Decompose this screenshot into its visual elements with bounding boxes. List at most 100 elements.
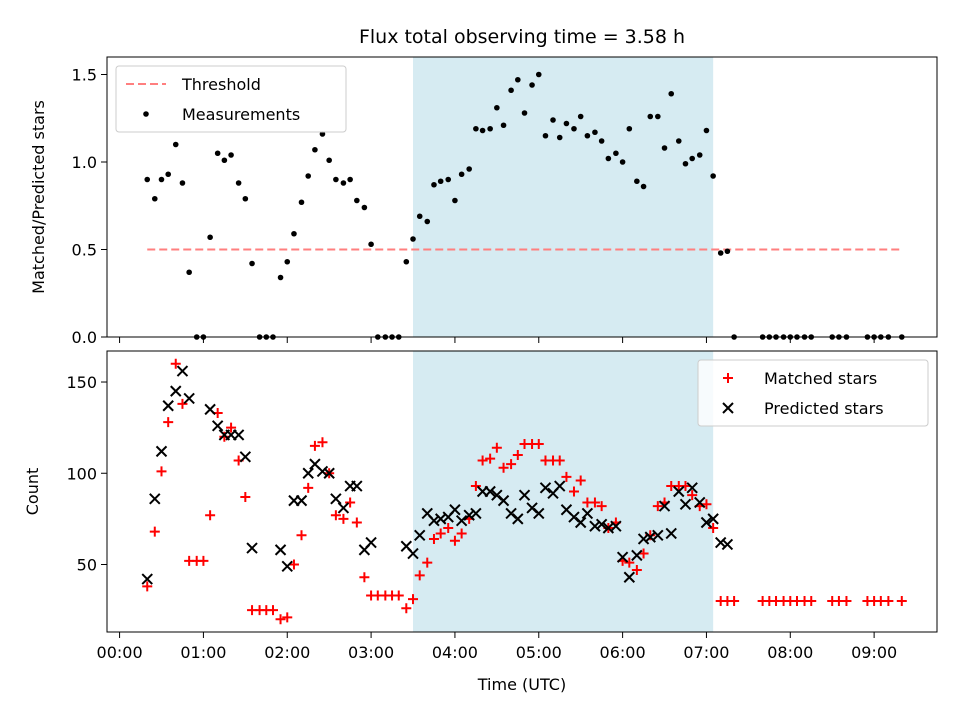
series-0-0-point-83 <box>724 248 731 255</box>
series-0-0-point-40 <box>424 218 431 225</box>
series-0-0-point-19 <box>277 274 284 281</box>
series-1-0-point-64 <box>589 497 600 508</box>
series-1-0-point-31 <box>359 572 370 583</box>
series-1-1-point-12 <box>239 451 252 463</box>
series-1-0-point-61 <box>568 486 579 497</box>
series-1-0-point-50 <box>491 442 502 453</box>
series-0-0-point-23 <box>305 173 312 179</box>
series-1-1-point-61 <box>631 549 643 562</box>
series-1-0-point-18 <box>268 605 278 616</box>
series-1-0-point-0 <box>142 581 153 592</box>
series-1-1-point-45 <box>518 489 531 501</box>
series-1-0-point-3 <box>163 417 174 428</box>
series-1-1-point-17 <box>295 494 308 507</box>
series-0-0-point-6 <box>186 269 192 276</box>
series-0-0-point-31 <box>361 204 368 211</box>
series-1-0-point-78 <box>687 490 698 501</box>
observing-window-highlight <box>413 57 714 337</box>
ratio-legend: Threshold Measurements <box>115 65 347 133</box>
series-1-0-point-62 <box>575 475 586 486</box>
series-0-0-point-70 <box>634 178 640 185</box>
series-1-1-point-62 <box>637 533 650 545</box>
series-1-0-point-49 <box>485 453 496 464</box>
series-0-0-point-46 <box>466 166 472 172</box>
x-tick-label-2: 02:00 <box>264 643 310 662</box>
series-0-0-point-5 <box>179 180 186 186</box>
series-0-0-point-67 <box>613 150 619 157</box>
x-tick-label-8: 08:00 <box>767 643 813 662</box>
series-1-0-point-52 <box>506 459 517 470</box>
series-0-0-point-79 <box>696 152 703 158</box>
x-tick-label-1: 01:00 <box>180 643 226 662</box>
series-0-0-point-4 <box>172 141 179 148</box>
legend-swatch-1-point-0 <box>722 402 734 414</box>
x-tick-label-7: 07:00 <box>683 643 729 662</box>
series-0-0-point-42 <box>437 178 444 185</box>
count-marks <box>141 358 907 625</box>
series-0-0-point-53 <box>515 76 521 83</box>
x-tick-label-3: 03:00 <box>348 643 394 662</box>
series-1-0-point-9 <box>205 510 216 521</box>
series-0-0-point-78 <box>689 155 695 162</box>
series-1-1-point-32 <box>428 514 440 527</box>
series-1-0-point-30 <box>351 517 362 528</box>
series-0-0-point-82 <box>717 250 724 256</box>
series-1-0-point-36 <box>393 590 404 601</box>
series-0-0-point-28 <box>340 180 347 186</box>
series-0-0-point-48 <box>479 127 486 134</box>
series-1-1-point-1 <box>149 493 161 505</box>
series-0-0-point-1 <box>151 195 158 202</box>
series-1-1-point-65 <box>658 500 671 512</box>
series-0-0-point-26 <box>326 157 332 164</box>
series-0-0-point-51 <box>500 122 507 129</box>
series-1-1-point-27 <box>365 536 377 549</box>
series-1-0-point-5 <box>177 398 188 409</box>
series-1-0-point-43 <box>443 522 454 533</box>
x-tick-label-5: 05:00 <box>516 643 562 662</box>
series-1-1-point-6 <box>183 392 195 405</box>
series-1-1-point-64 <box>652 529 664 541</box>
series-1-0-point-56 <box>533 439 544 450</box>
x-tick-label-4: 04:00 <box>432 643 478 662</box>
series-1-0-point-80 <box>701 499 712 510</box>
series-1-1-point-7 <box>204 403 216 416</box>
series-1-0-point-8 <box>198 555 209 566</box>
series-1-0-point-70 <box>631 564 642 575</box>
series-0-0-point-44 <box>452 197 458 204</box>
series-1-0-point-99 <box>883 595 894 606</box>
y-tick-label-0-3: 1.5 <box>72 66 97 85</box>
count-plot-frame <box>106 350 938 633</box>
series-1-0-point-92 <box>806 595 817 606</box>
series-0-0-point-49 <box>487 125 493 132</box>
series-0-0-point-68 <box>619 159 626 165</box>
series-0-0-point-14 <box>242 195 249 202</box>
series-1-1-point-68 <box>679 498 692 510</box>
predicted-starsseries <box>141 365 734 585</box>
series-0-0-point-9 <box>207 234 213 241</box>
series-1-1-point-72 <box>707 513 719 525</box>
series-0-0-point-24 <box>312 146 318 153</box>
series-1-1-point-0 <box>141 573 153 585</box>
series-1-1-point-11 <box>232 429 245 441</box>
series-1-1-point-54 <box>581 507 594 520</box>
series-0-0-point-59 <box>556 134 563 141</box>
series-1-1-point-58 <box>610 520 622 532</box>
series-1-1-point-20 <box>316 465 329 478</box>
series-0-0-point-73 <box>655 113 661 120</box>
series-0-0-point-45 <box>458 171 465 178</box>
series-0-0-point-63 <box>584 132 591 139</box>
series-1-0-point-11 <box>219 431 230 442</box>
y-tick-label-0-1: 0.5 <box>72 241 97 260</box>
series-0-0-point-20 <box>284 258 291 265</box>
series-1-1-point-25 <box>351 480 363 492</box>
legend-label-0: Matched stars <box>764 369 877 388</box>
y-tick-label-0-0: 0.0 <box>72 328 97 347</box>
series-0-0-point-57 <box>542 132 549 139</box>
series-1-1-point-66 <box>665 527 677 540</box>
series-0-0-point-60 <box>563 120 570 127</box>
series-1-1-point-44 <box>512 513 524 525</box>
series-1-0-point-59 <box>554 455 565 466</box>
series-1-1-point-47 <box>533 507 545 520</box>
legend-box <box>115 65 347 133</box>
series-0-0-point-37 <box>403 258 410 265</box>
